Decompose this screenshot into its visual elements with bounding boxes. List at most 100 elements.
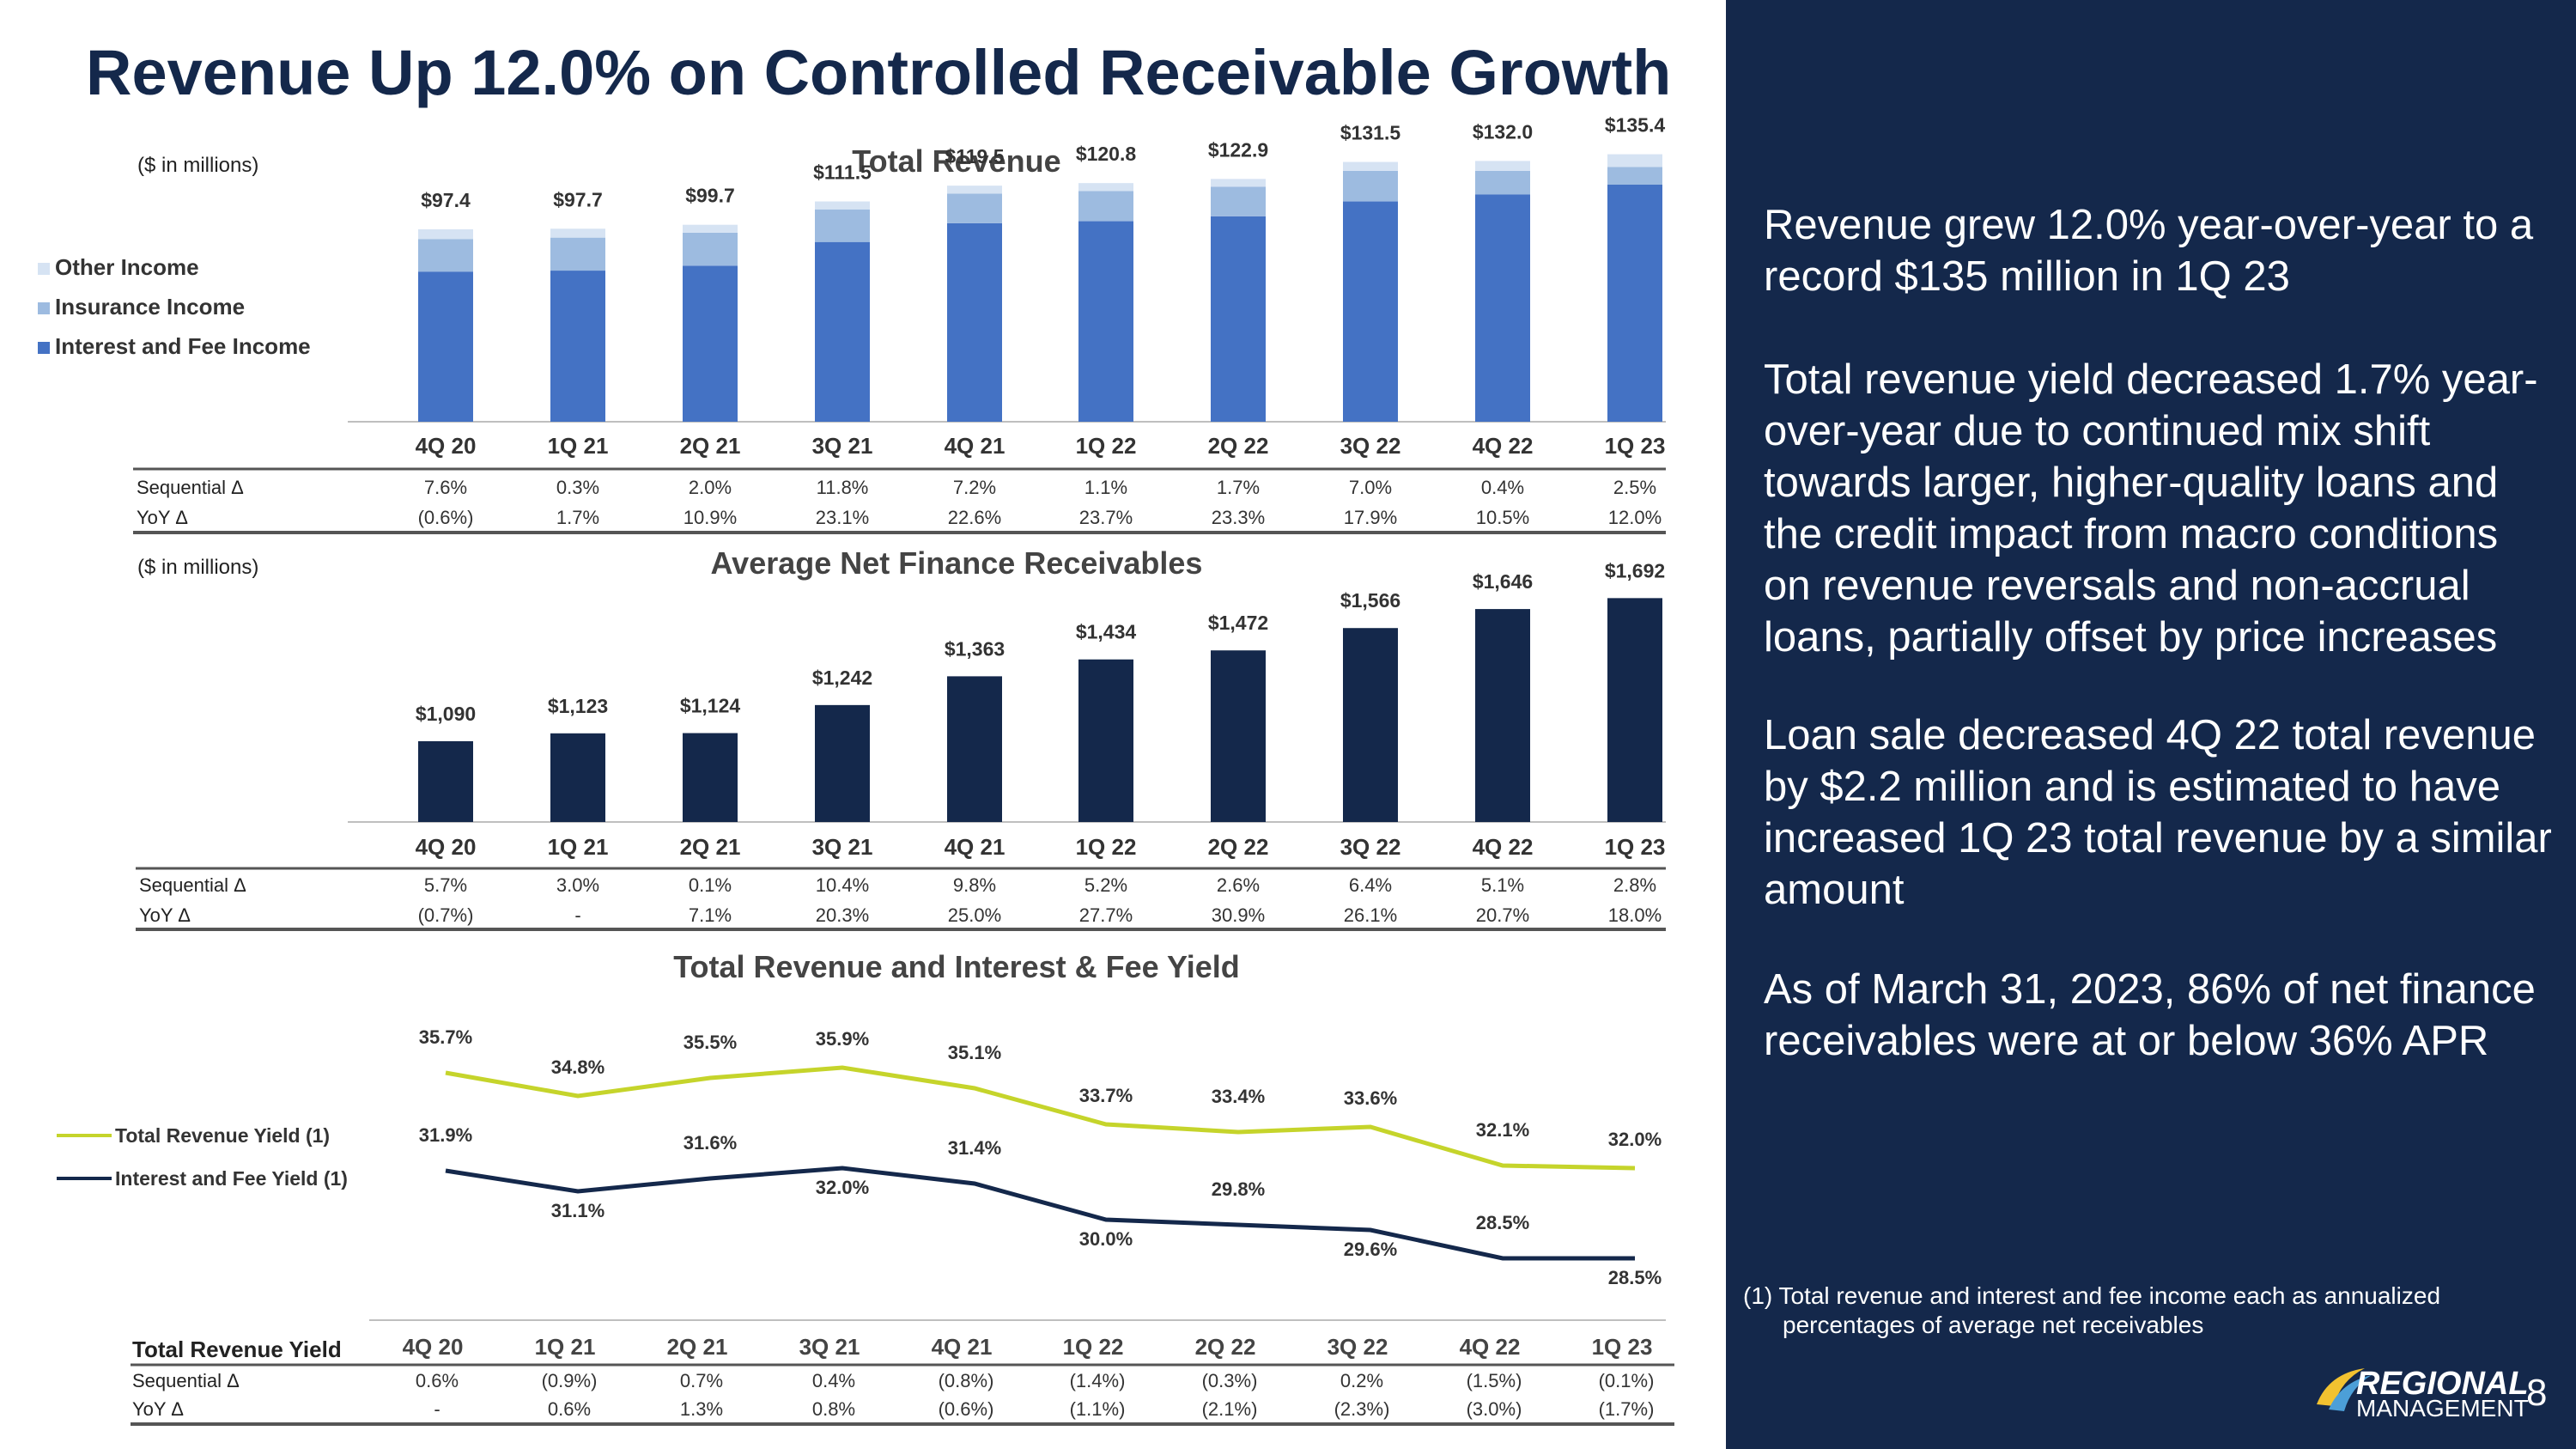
bar-value-label: $1,566 xyxy=(1340,589,1400,612)
table-cell: 7.1% xyxy=(689,904,732,926)
bar-segment xyxy=(418,271,473,422)
series-line xyxy=(445,1166,1635,1261)
bar-value-label: $1,242 xyxy=(812,667,872,689)
x-tick-label: 4Q 22 xyxy=(1473,433,1534,459)
table-cell: (0.9%) xyxy=(542,1370,598,1391)
table-cell: (3.0%) xyxy=(1467,1398,1522,1420)
table-cell: 1.7% xyxy=(556,507,599,528)
table-cell: 7.0% xyxy=(1349,477,1392,498)
table-cell: 2.0% xyxy=(689,477,732,498)
table-cell: (0.1%) xyxy=(1599,1370,1655,1391)
point-label: 31.9% xyxy=(419,1124,472,1146)
footnote: (1) Total revenue and interest and fee i… xyxy=(1743,1282,2516,1340)
x-tick-label: 1Q 23 xyxy=(1592,1334,1653,1360)
table-cell: - xyxy=(434,1398,440,1420)
table-cell: (0.6%) xyxy=(418,507,474,528)
bar-total-label: $131.5 xyxy=(1340,122,1401,144)
table-cell: 6.4% xyxy=(1349,874,1392,896)
table-cell: 0.7% xyxy=(680,1370,723,1391)
bar xyxy=(1475,609,1530,822)
x-tick-label: 2Q 21 xyxy=(680,433,741,459)
table-cell: 9.8% xyxy=(953,874,996,896)
table-row-label: Sequential Δ xyxy=(132,1370,240,1391)
table-title: Total Revenue Yield xyxy=(132,1336,342,1362)
bar xyxy=(1343,628,1398,822)
table-cell: 10.5% xyxy=(1476,507,1529,528)
table-cell: 7.2% xyxy=(953,477,996,498)
table-cell: 23.7% xyxy=(1079,507,1133,528)
table-cell: 23.1% xyxy=(816,507,869,528)
table-cell: 11.8% xyxy=(817,477,869,498)
bar-segment xyxy=(1078,191,1133,222)
bar-value-label: $1,434 xyxy=(1076,621,1137,643)
point-label: 31.4% xyxy=(948,1137,1001,1159)
bar-segment xyxy=(1211,179,1266,187)
chart-title: Average Net Finance Receivables xyxy=(711,545,1203,581)
bullet-loan-sale: Loan sale decreased 4Q 22 total revenue … xyxy=(1764,712,2552,913)
logo-line2: MANAGEMENT xyxy=(2356,1395,2529,1422)
bar-value-label: $1,090 xyxy=(416,703,476,725)
bar-segment xyxy=(550,271,605,422)
table-cell: (0.7%) xyxy=(418,904,474,926)
table-cell: 1.3% xyxy=(680,1398,723,1420)
bar-total-label: $99.7 xyxy=(685,185,735,207)
receivables-chart: ($ in millions) Average Net Finance Recei… xyxy=(136,545,1666,931)
bar-value-label: $1,363 xyxy=(945,637,1005,660)
table-cell: 1.1% xyxy=(1084,477,1127,498)
table-cell: (2.1%) xyxy=(1202,1398,1258,1420)
bar-segment xyxy=(550,228,605,238)
point-label: 35.7% xyxy=(419,1026,472,1048)
table-cell: (2.3%) xyxy=(1334,1398,1390,1420)
bar-segment xyxy=(947,222,1002,422)
x-tick-label: 2Q 22 xyxy=(1208,433,1269,459)
bar xyxy=(947,676,1002,822)
x-tick-label: 4Q 20 xyxy=(416,433,477,459)
point-label: 34.8% xyxy=(551,1056,605,1078)
x-tick-label: 2Q 21 xyxy=(667,1334,728,1360)
table-cell: 18.0% xyxy=(1608,904,1662,926)
chart-title: Total Revenue and Interest & Fee Yield xyxy=(673,949,1240,984)
bar-total-label: $97.7 xyxy=(553,188,603,210)
x-tick-label: 1Q 21 xyxy=(535,1334,596,1360)
table-cell: 0.1% xyxy=(689,874,732,896)
table-cell: 10.9% xyxy=(683,507,737,528)
point-label: 33.7% xyxy=(1079,1085,1133,1106)
bar-value-label: $1,692 xyxy=(1605,559,1665,581)
bar-total-label: $119.5 xyxy=(945,145,1004,167)
yield-chart: Total Revenue and Interest & Fee Yield 35… xyxy=(57,949,1674,1426)
footnote-line2: percentages of average net receivables xyxy=(1783,1312,2204,1338)
table-cell: (0.6%) xyxy=(939,1398,994,1420)
table-cell: 1.7% xyxy=(1217,477,1260,498)
legend-label: Interest and Fee Income xyxy=(55,333,311,359)
point-label: 29.8% xyxy=(1212,1178,1265,1200)
table-row-label: YoY Δ xyxy=(139,904,191,926)
x-tick-label: 4Q 21 xyxy=(945,834,1005,860)
table-cell: (1.4%) xyxy=(1070,1370,1126,1391)
table-cell: 0.4% xyxy=(1481,477,1524,498)
bar-segment xyxy=(1078,183,1133,192)
table-cell: 0.2% xyxy=(1340,1370,1383,1391)
bar-segment xyxy=(1607,167,1662,185)
legend-label: Interest and Fee Yield (1) xyxy=(115,1167,348,1190)
point-label: 35.5% xyxy=(683,1032,737,1053)
x-tick-label: 3Q 21 xyxy=(812,433,873,459)
x-tick-label: 3Q 21 xyxy=(812,834,873,860)
x-tick-label: 3Q 22 xyxy=(1340,834,1401,860)
point-label: 31.6% xyxy=(683,1132,737,1154)
point-label: 31.1% xyxy=(551,1200,605,1221)
bar xyxy=(683,733,738,822)
table-cell: 27.7% xyxy=(1079,904,1133,926)
legend-swatch xyxy=(38,263,50,275)
x-tick-label: 2Q 22 xyxy=(1195,1334,1256,1360)
bar-segment xyxy=(815,209,870,242)
bar-total-label: $122.9 xyxy=(1208,138,1268,161)
logo-swoosh-icon xyxy=(2317,1368,2365,1406)
legend-label: Insurance Income xyxy=(55,294,245,320)
bar xyxy=(550,733,605,822)
bar-value-label: $1,124 xyxy=(680,695,741,717)
regional-management-logo: REGIONAL MANAGEMENT xyxy=(2317,1366,2529,1422)
bar-segment xyxy=(815,201,870,210)
bar-value-label: $1,646 xyxy=(1473,570,1533,593)
x-tick-label: 1Q 22 xyxy=(1076,834,1137,860)
table-row-label: YoY Δ xyxy=(132,1398,184,1420)
